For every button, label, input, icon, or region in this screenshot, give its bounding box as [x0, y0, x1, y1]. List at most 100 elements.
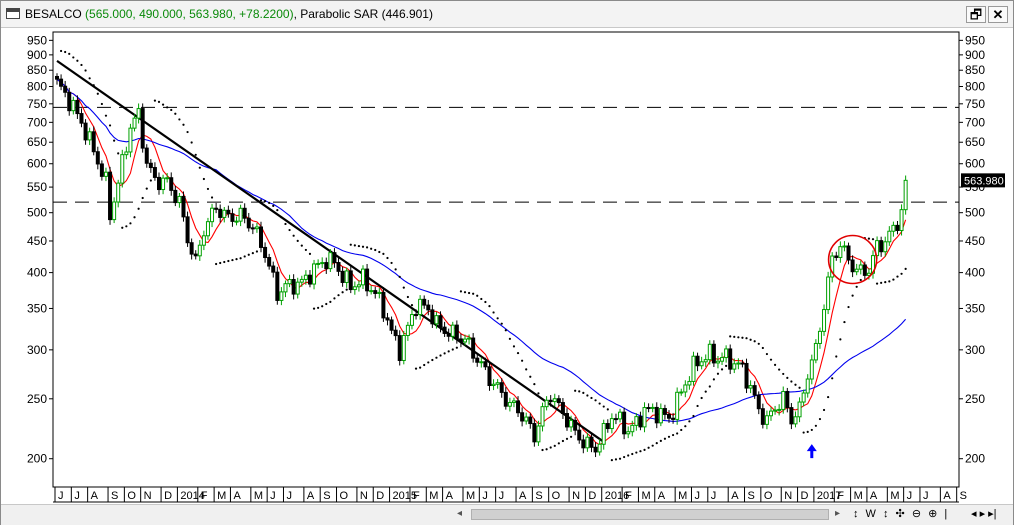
y-tick-label-left: 750	[27, 97, 47, 111]
sar-dot	[304, 248, 307, 252]
x-tick-label: A	[233, 490, 241, 502]
sar-dot	[227, 259, 230, 263]
y-tick-label-right: 950	[965, 33, 985, 47]
sar-dot	[790, 380, 793, 383]
y-tick-label-left: 450	[27, 234, 47, 248]
y-tick-label-right: 200	[965, 452, 985, 466]
scroll-right-icon[interactable]: ▸	[835, 508, 841, 519]
sar-dot	[166, 106, 169, 109]
scroll-thumb[interactable]	[471, 509, 829, 520]
candle-up	[687, 380, 692, 386]
restore-button[interactable]: 🗗	[966, 6, 986, 23]
sar-dot	[194, 153, 197, 156]
y-tick-label-right: 300	[965, 343, 985, 357]
candle-up	[887, 230, 892, 243]
candle-up	[769, 410, 773, 417]
candle-down	[250, 227, 255, 230]
candle-up	[817, 330, 822, 344]
horizontal-scrollbar[interactable]: ◂ ▸ ↕ W ↕ ✣ ⊖ ⊕ | ◂ ▸ ▸|	[1, 504, 1013, 525]
candle-down	[740, 362, 745, 365]
scroll-left-icon[interactable]: ◂	[457, 508, 463, 519]
candle-up	[124, 151, 129, 156]
candle-down	[307, 274, 312, 285]
x-tick-label: O	[127, 490, 136, 502]
candle-up	[312, 263, 317, 285]
plot-area	[52, 31, 960, 488]
x-tick-label: J	[74, 490, 80, 502]
sar-dot	[667, 435, 671, 438]
candle-down	[226, 209, 231, 215]
sar-dot	[496, 317, 499, 320]
candle-down	[532, 423, 537, 443]
sar-dot	[892, 278, 895, 281]
sar-dot	[896, 275, 899, 278]
candle-up	[536, 425, 541, 443]
sar-dot	[365, 246, 369, 249]
title-bar: BESALCO (565.000, 490.000, 563.980, +78.…	[1, 1, 1013, 28]
y-tick-label-right: 650	[965, 135, 985, 149]
candle-down	[622, 411, 627, 435]
sar-dot	[696, 404, 699, 408]
candle-down	[613, 418, 618, 421]
sar-dot	[219, 261, 222, 265]
candle-up	[254, 226, 259, 230]
candle-up	[805, 378, 810, 394]
sar-dot	[753, 340, 756, 343]
y-tick-label-left: 650	[27, 135, 47, 149]
candle-up	[707, 343, 712, 361]
sar-dot	[749, 338, 752, 341]
sar-dot	[553, 444, 556, 447]
candle-down	[438, 315, 443, 328]
sar-dot	[900, 272, 903, 275]
zoom-controls[interactable]: ↕ W ↕ ✣ ⊖ ⊕ |	[853, 508, 950, 520]
sar-dot	[778, 368, 781, 371]
candle-down	[193, 253, 198, 257]
candle-down	[381, 291, 386, 319]
candle-down	[152, 167, 157, 178]
sar-dot	[121, 226, 124, 229]
sar-dot	[68, 52, 71, 55]
sar-dot	[651, 444, 654, 447]
sar-dot	[521, 359, 524, 362]
x-tick-label: A	[446, 490, 454, 502]
sar-dot	[659, 439, 662, 442]
sar-dot	[382, 252, 385, 256]
x-tick-label: D	[801, 490, 809, 502]
candle-up	[809, 359, 814, 380]
sar-dot	[806, 430, 809, 433]
candle-down	[667, 413, 671, 419]
candle-up	[369, 290, 374, 293]
candle-up	[826, 276, 831, 311]
sar-dot	[810, 428, 813, 432]
sar-dot	[847, 305, 850, 309]
x-tick-label: S	[960, 490, 967, 502]
candle-down	[393, 329, 398, 337]
candle-up	[320, 262, 325, 265]
price-chart[interactable]: 200 200 250 250 300 300 350 350 400 400 450 450 500 5…	[1, 28, 1013, 504]
sar-dot	[643, 448, 646, 451]
candle-up	[177, 195, 182, 204]
y-tick-label-left: 800	[27, 79, 47, 93]
sar-dot	[333, 297, 336, 300]
sar-dot	[292, 234, 295, 237]
candle-up	[344, 270, 349, 283]
candle-down	[556, 398, 561, 404]
candle-up	[822, 309, 827, 332]
x-tick-label: O	[764, 490, 773, 502]
candle-up	[120, 154, 125, 184]
candle-up	[634, 416, 639, 426]
x-tick-label: N	[572, 490, 580, 502]
sar-dot	[508, 337, 511, 340]
sar-dot	[855, 285, 858, 288]
symbol-name: BESALCO	[25, 7, 82, 21]
x-tick-label: M	[254, 490, 263, 502]
sar-dot	[631, 452, 634, 456]
navigation-arrows[interactable]: ◂ ▸ ▸|	[971, 508, 997, 520]
candle-down	[59, 78, 64, 87]
sar-dot	[455, 346, 458, 349]
candle-up	[201, 235, 206, 246]
close-button[interactable]: ✕	[988, 6, 1008, 23]
highlight-circle	[827, 234, 878, 285]
candle-up	[830, 255, 835, 278]
